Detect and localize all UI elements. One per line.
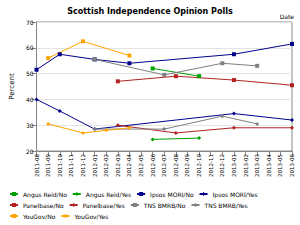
svg-text:2012-07: 2012-07 xyxy=(161,154,167,177)
svg-text:2012-03: 2012-03 xyxy=(115,154,121,177)
svg-text:2011-10: 2011-10 xyxy=(57,154,63,177)
svg-text:Percent: Percent xyxy=(8,73,16,100)
svg-text:2012-02: 2012-02 xyxy=(103,154,109,177)
svg-text:2012-12: 2012-12 xyxy=(219,154,225,177)
svg-text:2013-06: 2013-06 xyxy=(289,154,295,177)
svg-text:30: 30 xyxy=(26,122,34,129)
svg-text:2013-02: 2013-02 xyxy=(243,154,249,177)
svg-text:20: 20 xyxy=(26,148,34,155)
svg-text:Date: Date xyxy=(280,13,295,20)
svg-text:YouGov/Yes: YouGov/Yes xyxy=(73,213,108,220)
svg-text:Ipsos MORI/No: Ipsos MORI/No xyxy=(150,191,194,199)
svg-text:2013-04: 2013-04 xyxy=(266,154,272,177)
svg-text:2013-01: 2013-01 xyxy=(231,154,237,177)
svg-text:2013-05: 2013-05 xyxy=(277,154,283,177)
svg-text:60: 60 xyxy=(26,44,34,51)
svg-text:50: 50 xyxy=(26,70,34,77)
svg-text:2012-09: 2012-09 xyxy=(184,154,190,177)
svg-text:Scottish Independence Opinion: Scottish Independence Opinion Polls xyxy=(67,7,233,16)
svg-text:Angus Reid/Yes: Angus Reid/Yes xyxy=(86,191,131,199)
svg-text:2013-03: 2013-03 xyxy=(254,154,260,177)
svg-text:2011-11: 2011-11 xyxy=(68,154,74,177)
svg-text:Ipsos MORI/Yes: Ipsos MORI/Yes xyxy=(213,191,258,199)
svg-text:2011-12: 2011-12 xyxy=(80,154,86,177)
svg-text:TNS BMRB/Yes: TNS BMRB/Yes xyxy=(203,202,247,209)
svg-text:Panelbase/No: Panelbase/No xyxy=(23,202,64,209)
svg-text:Angus Reid/No: Angus Reid/No xyxy=(23,191,67,199)
svg-text:2012-04: 2012-04 xyxy=(126,154,132,177)
svg-text:2011-08: 2011-08 xyxy=(34,154,40,177)
svg-text:40: 40 xyxy=(26,96,34,103)
svg-text:2012-08: 2012-08 xyxy=(173,154,179,177)
svg-text:70: 70 xyxy=(26,19,34,26)
svg-text:Panelbase/Yes: Panelbase/Yes xyxy=(83,202,125,209)
svg-text:2012-10: 2012-10 xyxy=(196,154,202,177)
svg-text:2012-05: 2012-05 xyxy=(138,154,144,177)
svg-text:2011-09: 2011-09 xyxy=(45,154,51,177)
svg-text:YouGov/No: YouGov/No xyxy=(22,213,56,220)
svg-text:2012-01: 2012-01 xyxy=(92,154,98,177)
svg-text:2012-06: 2012-06 xyxy=(150,154,156,177)
svg-text:2012-11: 2012-11 xyxy=(208,154,214,177)
svg-text:TNS BMRB/No: TNS BMRB/No xyxy=(143,202,186,209)
